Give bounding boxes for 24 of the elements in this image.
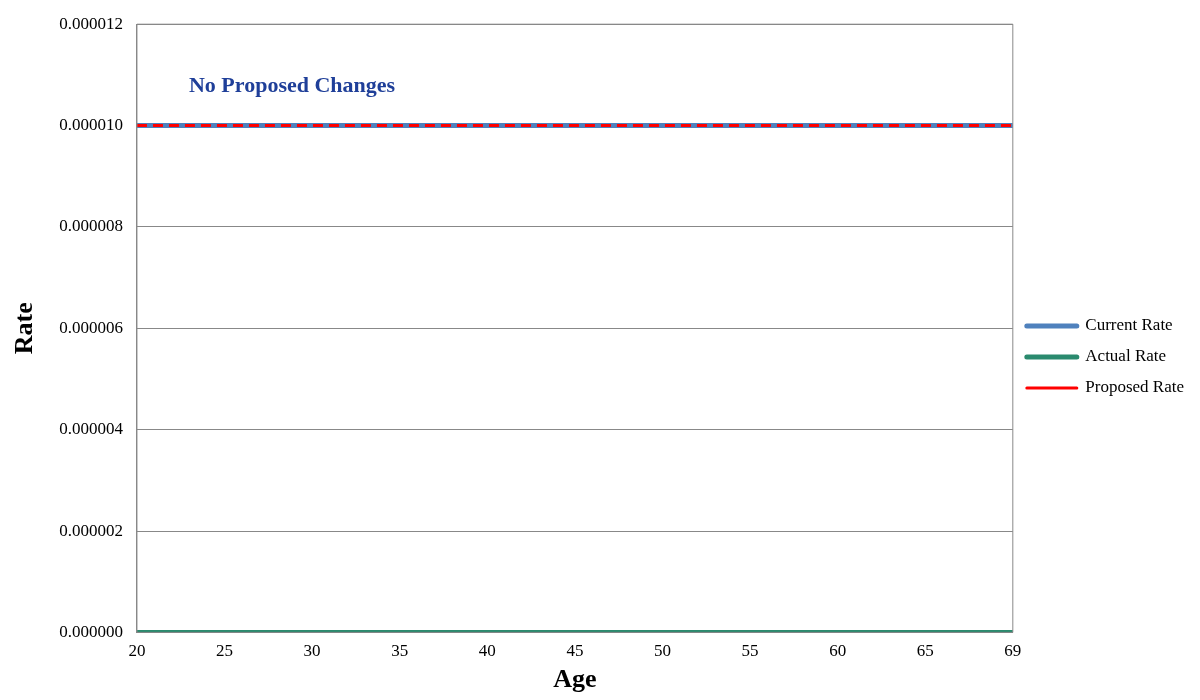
legend-label: Actual Rate (1085, 346, 1167, 366)
y-axis-title: Rate (9, 302, 39, 355)
x-tick-label: 55 (741, 641, 759, 661)
y-tick-label: 0.000012 (59, 13, 123, 33)
x-tick-label: 50 (653, 641, 671, 661)
x-tick-label: 40 (478, 641, 496, 661)
x-tick-label: 69 (1004, 641, 1022, 661)
y-tick-label: 0.000006 (59, 317, 123, 337)
x-tick-label: 25 (216, 641, 234, 661)
x-axis-title: Age (553, 664, 597, 694)
x-tick-label: 30 (303, 641, 321, 661)
x-tick-label: 65 (916, 641, 934, 661)
y-tick-label: 0.000000 (59, 621, 123, 641)
x-tick-label: 45 (566, 641, 584, 661)
y-tick-label: 0.000002 (59, 520, 123, 540)
legend-label: Current Rate (1085, 315, 1173, 335)
y-tick-label: 0.000010 (59, 115, 123, 135)
y-tick-label: 0.000008 (59, 216, 123, 236)
x-tick-label: 35 (391, 641, 409, 661)
x-tick-label: 60 (829, 641, 847, 661)
y-tick-label: 0.000004 (59, 419, 124, 439)
annotation: No Proposed Changes (188, 71, 396, 97)
legend-label: Proposed Rate (1085, 377, 1185, 397)
x-tick-label: 20 (128, 641, 146, 661)
